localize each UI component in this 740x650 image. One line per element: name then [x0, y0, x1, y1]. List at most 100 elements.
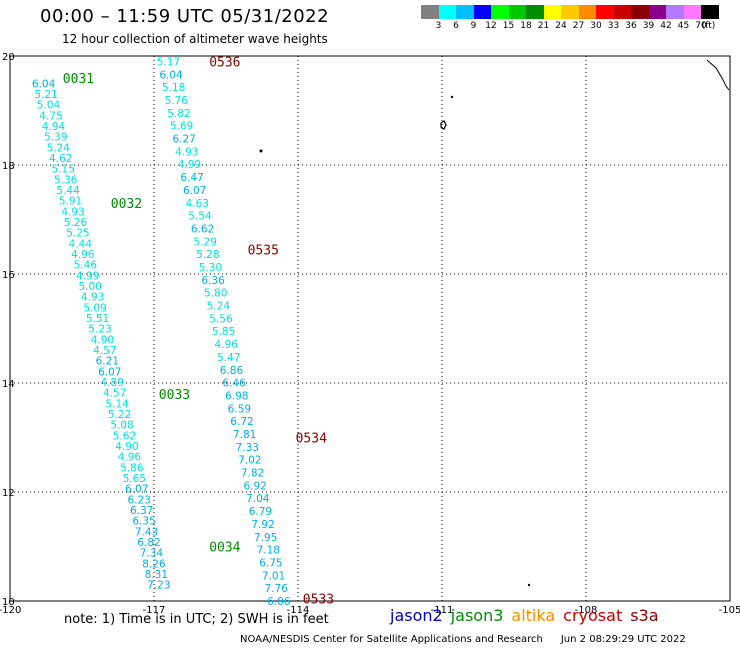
wave-height-value: 5.24	[207, 301, 231, 313]
wave-height-value: 7.76	[264, 583, 288, 595]
wave-height-value: 5.39	[44, 132, 67, 144]
wave-height-value: 4.75	[39, 110, 62, 122]
legend-s3a: s3a	[630, 606, 659, 625]
wave-height-value: 6.98	[225, 390, 248, 402]
wave-height-value: 7.34	[140, 548, 164, 560]
wave-height-value: 7.33	[236, 442, 259, 454]
wave-height-value: 5.28	[196, 249, 219, 261]
wave-height-value: 6.07	[183, 185, 206, 197]
latitude-label: 20	[2, 52, 15, 63]
wave-height-value: 6.06	[267, 596, 291, 608]
wave-height-value: 6.75	[259, 557, 282, 569]
wave-height-value: 5.00	[78, 281, 101, 293]
wave-height-value: 5.51	[86, 313, 109, 325]
wave-height-value: 5.82	[167, 108, 190, 120]
page-subtitle: 12 hour collection of altimeter wave hei…	[62, 32, 328, 46]
scale-label: 27	[572, 21, 585, 31]
island	[259, 149, 263, 153]
wave-height-value: 5.24	[47, 142, 71, 154]
scale-swatch	[631, 5, 649, 19]
wave-height-value: 5.15	[52, 164, 75, 176]
track-id-label: 0032	[111, 197, 142, 212]
wave-height-value: 5.22	[108, 409, 131, 421]
coastline	[706, 59, 730, 91]
wave-height-value: 5.26	[64, 217, 88, 229]
wave-height-value: 5.29	[194, 236, 217, 248]
wave-height-value: 4.57	[103, 388, 126, 400]
scale-label: (ft)	[701, 21, 716, 31]
wave-height-value: 4.96	[118, 452, 142, 464]
scale-swatch	[701, 5, 719, 19]
track-id-label: 0533	[303, 592, 334, 607]
wave-height-value: 5.80	[204, 288, 227, 300]
wave-height-value: 5.04	[37, 100, 61, 112]
wave-height-value: 4.57	[93, 345, 116, 357]
page-title: 00:00 – 11:59 UTC 05/31/2022	[40, 6, 330, 27]
scale-swatch	[578, 5, 596, 19]
wave-height-value: 5.76	[165, 95, 189, 107]
wave-height-value: 5.69	[170, 121, 193, 133]
generated-timestamp: Jun 2 08:29:29 UTC 2022	[560, 634, 686, 645]
wave-height-value: 6.46	[222, 378, 246, 390]
scale-swatch	[456, 5, 474, 19]
latitude-label: 14	[2, 379, 15, 390]
longitude-label: -117	[143, 605, 166, 616]
scale-label: 36	[625, 21, 637, 31]
wave-height-value: 5.18	[162, 82, 185, 94]
wave-height-value: 7.92	[251, 519, 274, 531]
latitude-label: 18	[2, 161, 15, 172]
longitude-label: -111	[431, 605, 454, 616]
wave-height-value: 6.07	[98, 366, 121, 378]
scale-swatch	[683, 5, 701, 19]
scale-label: 33	[607, 21, 620, 31]
wave-height-value: 7.18	[257, 545, 280, 557]
wave-height-value: 6.35	[132, 516, 155, 528]
track-id-label: 0031	[63, 72, 94, 87]
wave-height-value: 6.27	[172, 134, 195, 146]
wave-height-value: 5.36	[54, 174, 78, 186]
scale-swatch	[526, 5, 544, 19]
wave-height-value: 6.04	[159, 69, 183, 81]
satellite-legend: jason2 jason3 altika cryosat s3a	[390, 606, 667, 625]
wave-height-value: 6.37	[130, 505, 153, 517]
wave-height-value: 4.90	[115, 441, 138, 453]
units-note: note: 1) Time is in UTC; 2) SWH is in fe…	[64, 612, 329, 627]
wave-height-value: 5.85	[212, 326, 235, 338]
scale-swatch	[438, 5, 456, 19]
wave-height-value: 4.63	[186, 198, 209, 210]
track-id-label: 0535	[248, 243, 279, 258]
wave-height-value: 5.44	[56, 185, 80, 197]
wave-height-value: 7.43	[135, 526, 158, 538]
wave-height-value: 4.94	[42, 121, 66, 133]
latitude-label: 12	[2, 488, 15, 499]
color-scale-labels: 3 6 9 12 15 18 21 24 27 30 33 36 39 42 45 70 (ft)	[421, 21, 740, 33]
wave-height-value: 5.08	[110, 420, 133, 432]
legend-jason2: jason2	[390, 606, 443, 625]
wave-height-value: 7.04	[246, 493, 270, 505]
wave-height-value: 5.62	[113, 430, 136, 442]
wave-height-value: 5.09	[83, 302, 106, 314]
wave-height-value: 6.72	[230, 416, 253, 428]
wave-height-value: 4.90	[91, 334, 114, 346]
wave-height-value: 7.95	[254, 532, 277, 544]
credit-text: NOAA/NESDIS Center for Satellite Applica…	[240, 634, 543, 645]
wave-height-value: 5.17	[157, 56, 180, 68]
scale-label: 9	[470, 21, 477, 31]
scale-swatch	[561, 5, 579, 19]
longitude-label: -105	[719, 605, 740, 616]
wave-height-value: 5.21	[34, 89, 57, 101]
track-id-label: 0536	[209, 55, 240, 70]
scale-swatch	[473, 5, 491, 19]
scale-label: 21	[537, 21, 550, 31]
wave-height-value: 6.59	[228, 403, 251, 415]
wave-height-value: 7.81	[233, 429, 256, 441]
legend-cryosat: cryosat	[563, 606, 623, 625]
wave-height-value: 6.23	[127, 494, 150, 506]
wave-height-value: 5.86	[120, 462, 144, 474]
wave-height-value: 4.96	[71, 249, 95, 261]
wave-height-value: 6.62	[191, 223, 214, 235]
latitude-label: 16	[2, 270, 15, 281]
island	[440, 120, 447, 130]
scale-swatch	[648, 5, 666, 19]
scale-label: 70	[695, 21, 707, 31]
